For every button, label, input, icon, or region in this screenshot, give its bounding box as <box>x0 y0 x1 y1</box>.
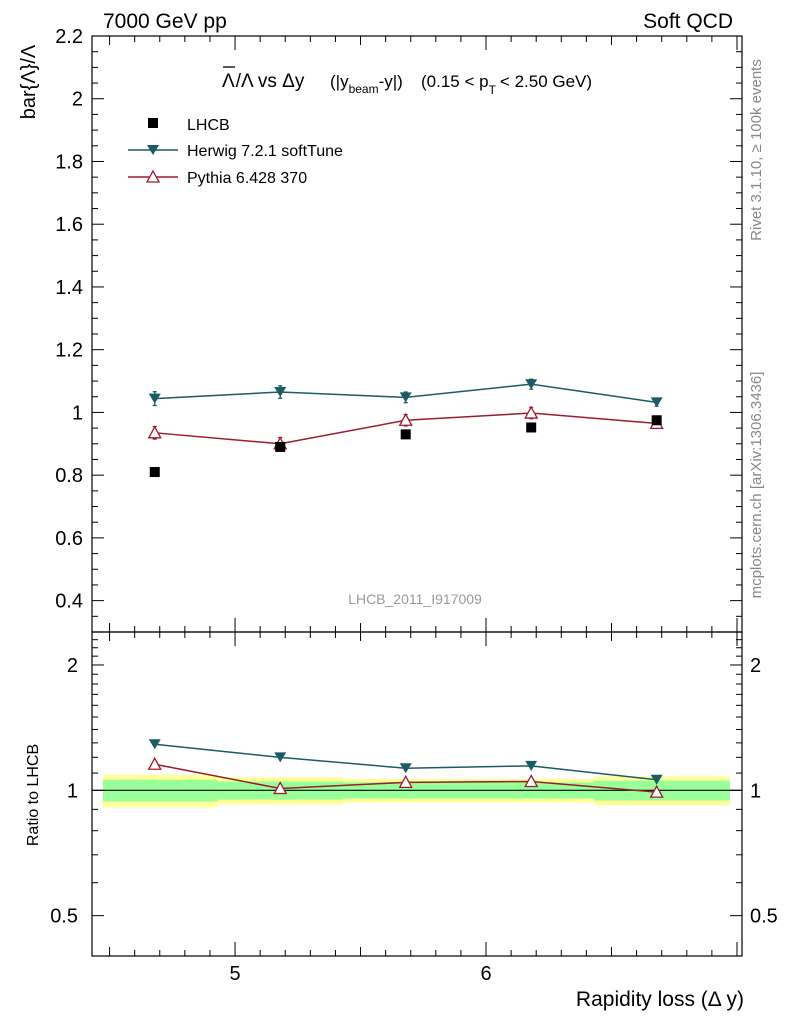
rivet-label: Rivet 3.1.10, ≥ 100k events <box>748 59 765 241</box>
title-t-sub: T <box>489 83 497 97</box>
data-point-pythia <box>147 425 162 439</box>
y-tick-label: 1 <box>72 402 83 424</box>
y-tick-label: 0.8 <box>55 465 83 487</box>
legend-marker-lhcb <box>148 118 158 128</box>
legend-label-herwig: Herwig 7.2.1 softTune <box>187 143 343 160</box>
ratio-point-herwig <box>274 752 287 763</box>
title-main: /Λ vs Δy <box>236 71 305 92</box>
ratio-point-pythia <box>147 756 162 770</box>
data-point-lhcb <box>149 467 160 478</box>
legend: LHCB Herwig 7.2.1 softTune Pythia 6.428 … <box>128 117 343 187</box>
y-tick-label: 1.6 <box>55 214 83 236</box>
series-ratio <box>147 739 664 798</box>
ratio-point-pythia <box>398 774 413 788</box>
ratio-point-pythia <box>524 774 539 788</box>
ratio-tick-label-left: 1 <box>67 780 78 802</box>
svg-text:(0.15 < pT< 2.50 GeV): (0.15 < pT < 2.50 GeV) <box>421 72 592 97</box>
title-minus-y: -y|) <box>379 72 403 91</box>
data-point-herwig <box>525 379 538 390</box>
axes: 0.4 0.6 0.8 1 1.2 1.4 1.6 1.8 2 2.2 5 6 0.5 0.5 1 1 2 2 <box>50 26 778 985</box>
title-beam-sub: beam <box>349 82 379 96</box>
y-tick-label: 0.4 <box>55 591 83 613</box>
ratio-point-herwig <box>399 763 412 774</box>
y-tick-label: 0.6 <box>55 528 83 550</box>
y-tick-label: 1.4 <box>55 277 83 299</box>
title-pt-close: < 2.50 GeV) <box>500 72 592 91</box>
svg-text:Λ/Λ vs Δy: Λ/Λ vs Δy <box>222 71 305 92</box>
series-main <box>147 378 664 478</box>
y-axis-label: bar{Λ}/Λ <box>18 44 40 119</box>
ratio-point-pythia <box>649 784 664 798</box>
title-paren: (|y <box>330 72 349 91</box>
x-tick-label: 6 <box>480 963 491 985</box>
y-tick-label: 2 <box>72 89 83 111</box>
data-point-herwig <box>650 397 663 408</box>
ratio-frame <box>91 631 743 957</box>
ratio-point-herwig <box>525 760 538 771</box>
data-point-lhcb <box>651 415 662 426</box>
ratio-axis-label: Ratio to LHCB <box>25 744 42 846</box>
ratio-point-pythia <box>273 781 288 795</box>
data-point-lhcb <box>400 429 411 440</box>
y-tick-label: 2.2 <box>55 26 83 48</box>
ratio-tick-label-left: 0.5 <box>50 906 78 928</box>
ratio-tick-label-right: 1 <box>750 780 761 802</box>
ratio-tick-label-left: 2 <box>67 655 78 677</box>
data-point-lhcb <box>275 441 286 452</box>
data-point-pythia <box>524 405 539 419</box>
data-point-pythia <box>398 412 413 426</box>
header-right: Soft QCD <box>643 10 733 33</box>
ratio-tick-label-right: 2 <box>750 655 761 677</box>
legend-label-pythia: Pythia 6.428 370 <box>187 170 307 187</box>
x-axis-label: Rapidity loss (Δ y) <box>576 988 744 1011</box>
data-point-herwig <box>148 393 161 404</box>
data-point-herwig <box>274 387 287 398</box>
title-lambda-bar: Λ <box>222 71 235 92</box>
y-tick-label: 1.8 <box>55 151 83 173</box>
plot-title: Λ/Λ vs Δy (|ybeam-y|) (0.15 < pT < 2.50 G… <box>222 66 592 97</box>
legend-marker-pythia <box>145 169 161 183</box>
svg-text:(|ybeam-y|): (|ybeam-y|) <box>330 72 403 96</box>
legend-marker-herwig <box>147 145 159 155</box>
ratio-line-herwig <box>154 743 657 781</box>
mcplots-label: mcplots.cern.ch [arXiv:1306.3436] <box>748 372 765 599</box>
title-pt: (0.15 < p <box>421 72 489 91</box>
ratio-point-herwig <box>148 739 161 750</box>
analysis-watermark: LHCB_2011_I917009 <box>348 591 482 607</box>
ratio-tick-label-right: 0.5 <box>750 906 778 928</box>
data-point-herwig <box>399 392 412 403</box>
y-tick-label: 1.2 <box>55 340 83 362</box>
header-left: 7000 GeV pp <box>103 10 227 33</box>
data-point-lhcb <box>526 422 537 433</box>
x-tick-label: 5 <box>229 963 240 985</box>
legend-label-lhcb: LHCB <box>187 117 230 134</box>
ratio-point-herwig <box>650 774 663 785</box>
